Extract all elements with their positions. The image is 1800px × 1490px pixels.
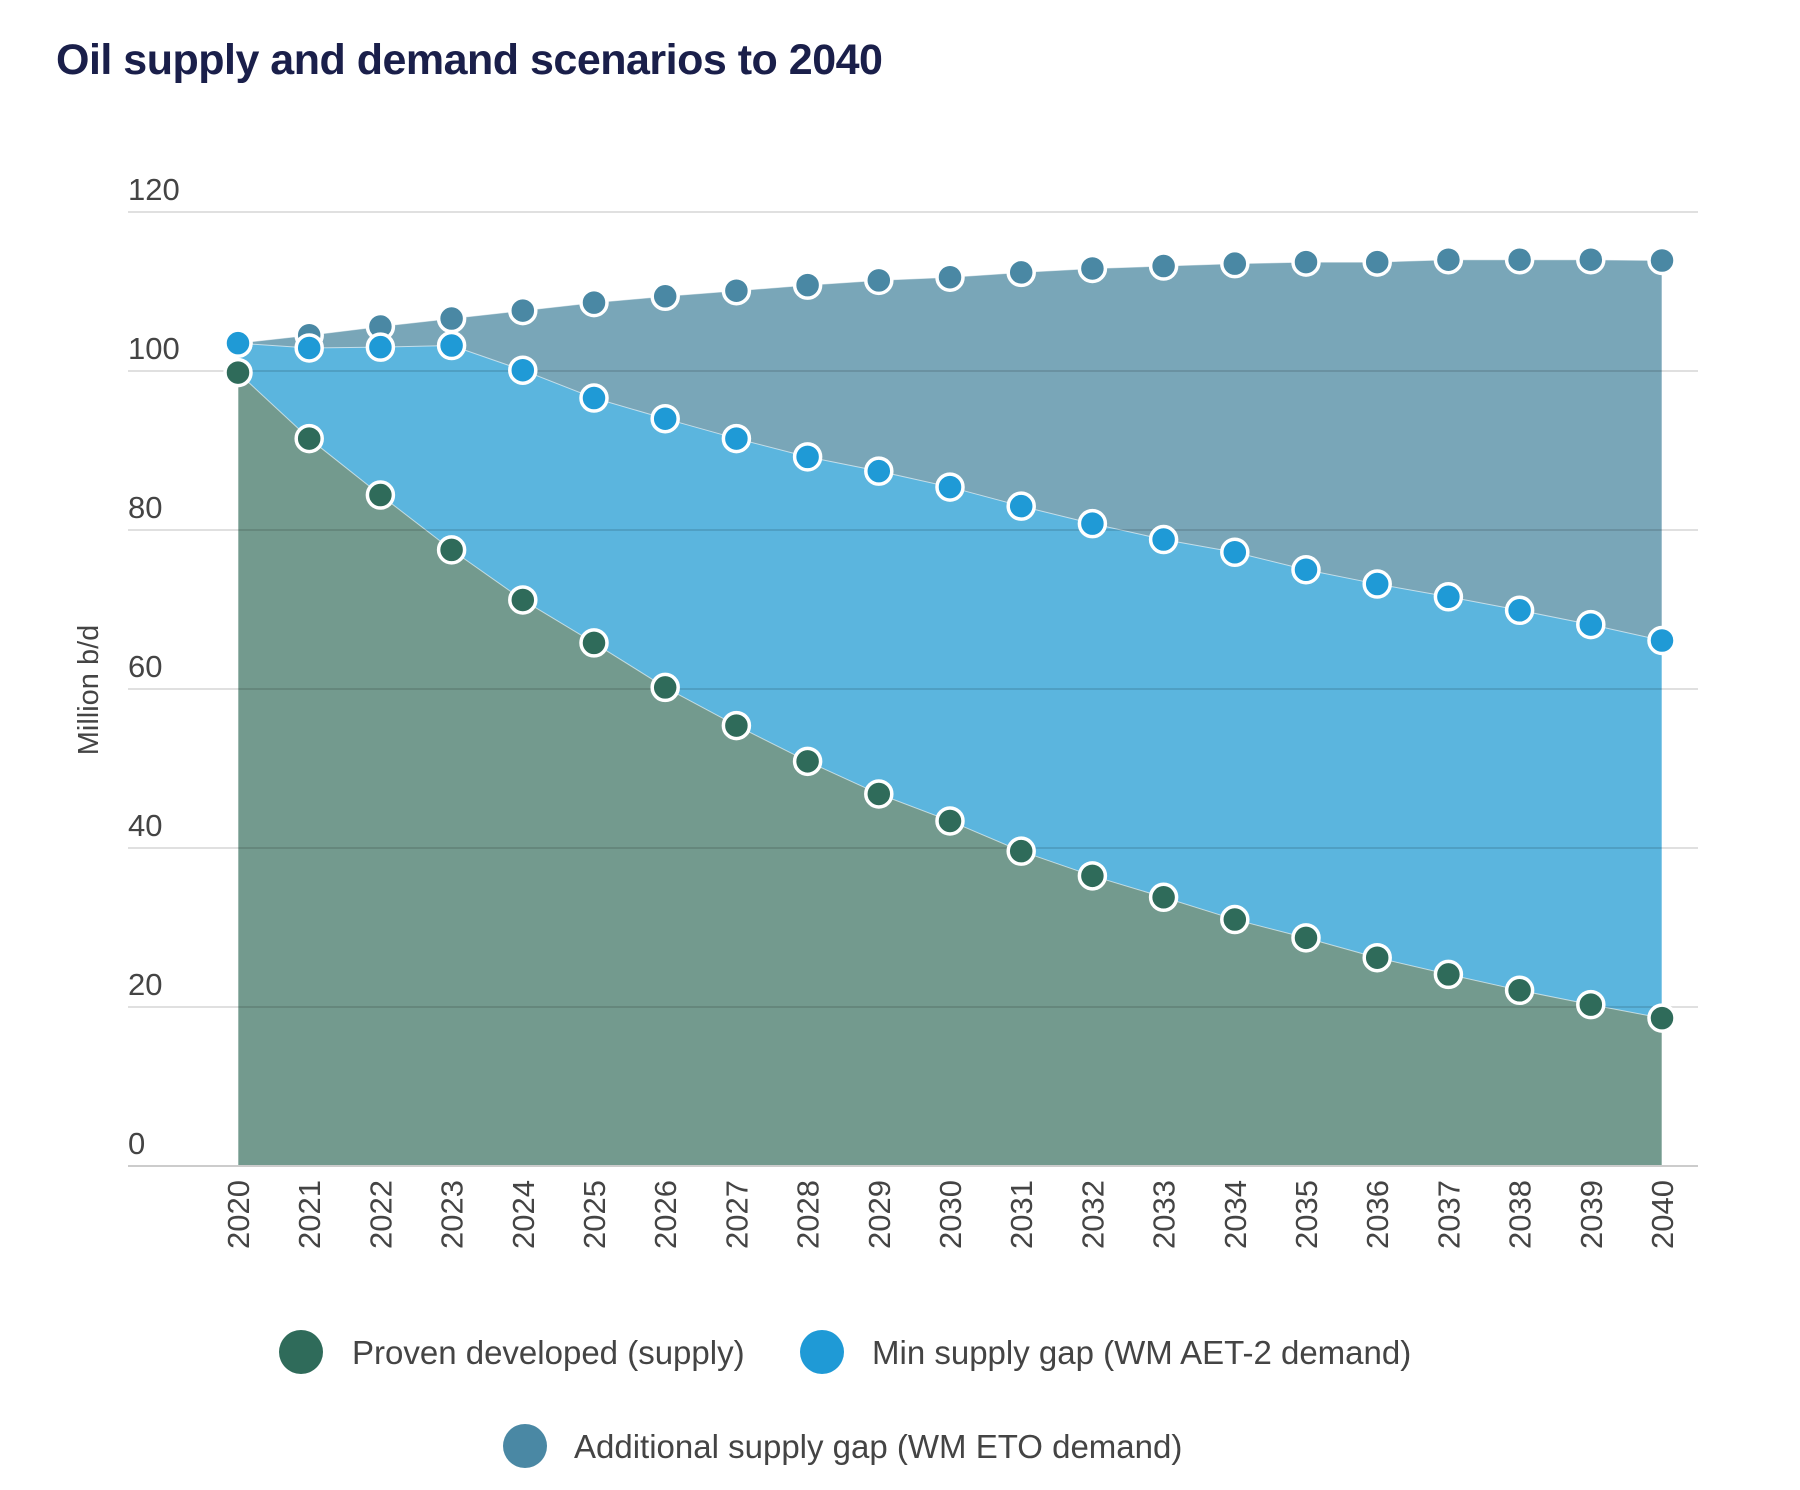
x-tick-label: 2037 <box>1431 1180 1466 1249</box>
data-point-series-0 <box>1291 247 1321 277</box>
x-tick-label: 2032 <box>1075 1180 1110 1249</box>
x-tick-label: 2025 <box>577 1180 612 1249</box>
data-point-series-1 <box>579 383 609 413</box>
data-point-series-0 <box>1504 244 1535 275</box>
data-point-series-2 <box>579 628 609 658</box>
data-point-series-1 <box>365 332 396 362</box>
data-point-series-1 <box>223 328 253 358</box>
legend-marker <box>503 1424 547 1468</box>
x-tick-label: 2030 <box>933 1180 968 1249</box>
x-tick-label: 2023 <box>435 1180 470 1249</box>
data-point-series-1 <box>1647 625 1677 656</box>
data-point-series-2 <box>1362 942 1392 973</box>
x-tick-label: 2027 <box>719 1180 754 1249</box>
data-point-series-0 <box>1220 248 1250 279</box>
data-point-series-1 <box>1220 537 1250 568</box>
x-tick-label: 2026 <box>648 1180 683 1249</box>
legend-label: Proven developed (supply) <box>352 1334 745 1371</box>
data-point-series-0 <box>721 275 752 306</box>
data-point-series-0 <box>508 295 538 326</box>
data-point-series-1 <box>436 330 467 361</box>
x-tick-label: 2028 <box>791 1180 826 1249</box>
data-point-series-2 <box>721 710 752 741</box>
data-point-series-1 <box>1148 524 1179 555</box>
legend-marker <box>279 1330 323 1374</box>
x-tick-label: 2024 <box>506 1180 541 1249</box>
data-point-series-2 <box>223 357 253 388</box>
data-point-series-2 <box>935 806 965 836</box>
data-point-series-0 <box>1647 245 1677 276</box>
x-tick-label: 2033 <box>1147 1180 1182 1249</box>
x-tick-label: 2029 <box>862 1180 897 1249</box>
data-point-series-2 <box>1433 959 1464 990</box>
x-tick-label: 2035 <box>1289 1180 1324 1249</box>
legend-label: Min supply gap (WM AET-2 demand) <box>872 1334 1411 1371</box>
data-point-series-1 <box>650 403 680 434</box>
data-point-series-1 <box>1504 595 1535 626</box>
data-point-series-2 <box>1077 861 1108 891</box>
data-point-series-2 <box>792 746 823 777</box>
data-point-series-2 <box>1576 989 1606 1020</box>
data-point-series-0 <box>579 287 609 318</box>
data-point-series-0 <box>1077 253 1108 284</box>
y-tick-label: 100 <box>128 331 180 366</box>
data-point-series-2 <box>1504 975 1535 1006</box>
data-point-series-1 <box>864 456 894 486</box>
data-point-series-1 <box>935 472 965 502</box>
data-point-series-2 <box>1220 904 1250 935</box>
x-tick-label: 2039 <box>1574 1180 1609 1249</box>
data-point-series-0 <box>1006 257 1036 288</box>
data-point-series-0 <box>935 262 965 292</box>
data-point-series-2 <box>508 585 538 615</box>
data-point-series-2 <box>294 423 324 454</box>
data-point-series-1 <box>1006 491 1036 521</box>
x-tick-label: 2020 <box>221 1180 256 1249</box>
data-point-series-2 <box>650 672 680 703</box>
data-point-series-1 <box>721 423 752 454</box>
data-point-series-2 <box>1291 923 1321 953</box>
data-point-series-1 <box>792 442 823 472</box>
x-tick-label: 2021 <box>292 1180 327 1249</box>
y-tick-label: 0 <box>128 1126 145 1161</box>
data-point-series-1 <box>1576 609 1606 640</box>
y-tick-label: 40 <box>128 808 162 843</box>
data-point-series-1 <box>1362 569 1392 599</box>
data-point-series-0 <box>650 281 680 312</box>
data-point-series-0 <box>1576 244 1606 275</box>
data-point-series-2 <box>365 480 396 510</box>
data-point-series-0 <box>1148 251 1179 281</box>
data-point-series-2 <box>1647 1003 1677 1033</box>
data-point-series-2 <box>436 535 467 565</box>
x-tick-label: 2040 <box>1645 1180 1680 1249</box>
data-point-series-0 <box>436 303 467 334</box>
x-tick-label: 2038 <box>1503 1180 1538 1249</box>
data-point-series-1 <box>508 355 538 385</box>
data-point-series-2 <box>1148 882 1179 913</box>
data-point-series-0 <box>864 265 894 296</box>
data-point-series-0 <box>792 270 823 300</box>
x-tick-label: 2031 <box>1004 1180 1039 1249</box>
y-tick-label: 120 <box>128 172 180 207</box>
data-point-series-1 <box>1291 555 1321 585</box>
data-point-series-2 <box>864 779 894 809</box>
data-point-series-2 <box>1006 836 1036 866</box>
x-tick-label: 2036 <box>1360 1180 1395 1249</box>
data-point-series-0 <box>1362 247 1392 277</box>
data-point-series-0 <box>1433 244 1464 275</box>
legend-marker <box>800 1330 844 1374</box>
y-tick-label: 80 <box>128 490 162 525</box>
data-point-series-1 <box>1077 508 1108 539</box>
chart-title: Oil supply and demand scenarios to 2040 <box>56 36 883 84</box>
legend-label: Additional supply gap (WM ETO demand) <box>574 1428 1182 1465</box>
x-tick-label: 2034 <box>1218 1180 1253 1249</box>
y-tick-label: 60 <box>128 649 162 684</box>
y-tick-label: 20 <box>128 967 162 1002</box>
data-point-series-1 <box>1433 582 1464 612</box>
y-axis-label: Million b/d <box>73 625 105 756</box>
data-point-series-1 <box>294 333 324 363</box>
x-tick-label: 2022 <box>363 1180 398 1249</box>
